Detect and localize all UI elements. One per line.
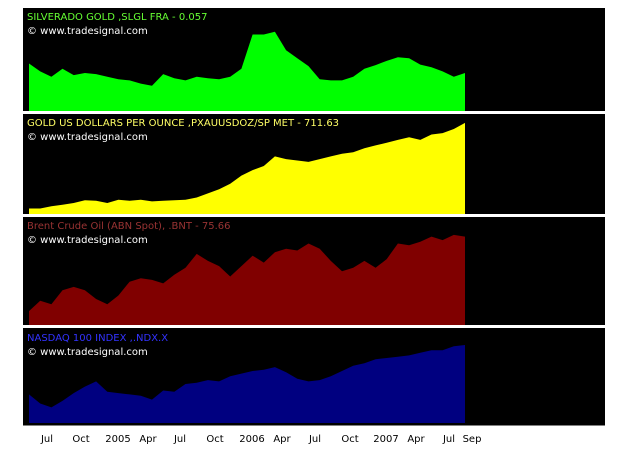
x-tick-label: Jul	[40, 434, 53, 445]
x-tick-label: Jul	[173, 434, 186, 445]
x-tick-label: Oct	[72, 434, 89, 445]
x-tick-label: Oct	[206, 434, 223, 445]
watermark-silverado-gold: © www.tradesignal.com	[27, 26, 148, 37]
area-series-nasdaq	[29, 345, 465, 423]
x-tick-label: Sep	[463, 434, 482, 445]
panel-gold-usd: GOLD US DOLLARS PER OUNCE ,PXAUUSDOZ/SP …	[27, 118, 465, 214]
x-tick-label: 2007	[373, 434, 398, 445]
x-tick-label: Oct	[341, 434, 358, 445]
x-tick-label: Jul	[442, 434, 455, 445]
panel-silverado-gold: SILVERADO GOLD ,SLGL FRA - 0.057 © www.t…	[27, 12, 465, 111]
x-tick-label: Jul	[308, 434, 321, 445]
area-series-silverado-gold	[29, 31, 465, 111]
panel-brent-crude: Brent Crude Oil (ABN Spot), .BNT - 75.66…	[27, 221, 465, 325]
panel-separator	[23, 111, 605, 114]
panel-separator	[23, 214, 605, 217]
x-tick-label: Apr	[273, 434, 291, 445]
panel-title-silverado-gold: SILVERADO GOLD ,SLGL FRA - 0.057	[27, 12, 207, 23]
watermark-brent-crude: © www.tradesignal.com	[27, 235, 148, 246]
panel-separator	[23, 325, 605, 328]
watermark-gold-usd: © www.tradesignal.com	[27, 132, 148, 143]
panel-title-gold-usd: GOLD US DOLLARS PER OUNCE ,PXAUUSDOZ/SP …	[27, 118, 339, 129]
x-tick-label: 2006	[239, 434, 264, 445]
x-tick-label: 2005	[105, 434, 130, 445]
panel-title-nasdaq: NASDAQ 100 INDEX ,.NDX.X	[27, 333, 168, 344]
x-tick-label: Apr	[407, 434, 425, 445]
x-axis-ticks: Jul Oct 2005 Apr Jul Oct 2006 Apr Jul Oc…	[40, 434, 481, 445]
panel-title-brent-crude: Brent Crude Oil (ABN Spot), .BNT - 75.66	[27, 221, 231, 232]
area-series-brent-crude	[29, 234, 465, 325]
panel-nasdaq: NASDAQ 100 INDEX ,.NDX.X © www.tradesign…	[27, 333, 465, 423]
area-series-gold-usd	[29, 122, 465, 214]
watermark-nasdaq: © www.tradesignal.com	[27, 347, 148, 358]
x-tick-label: Apr	[139, 434, 157, 445]
